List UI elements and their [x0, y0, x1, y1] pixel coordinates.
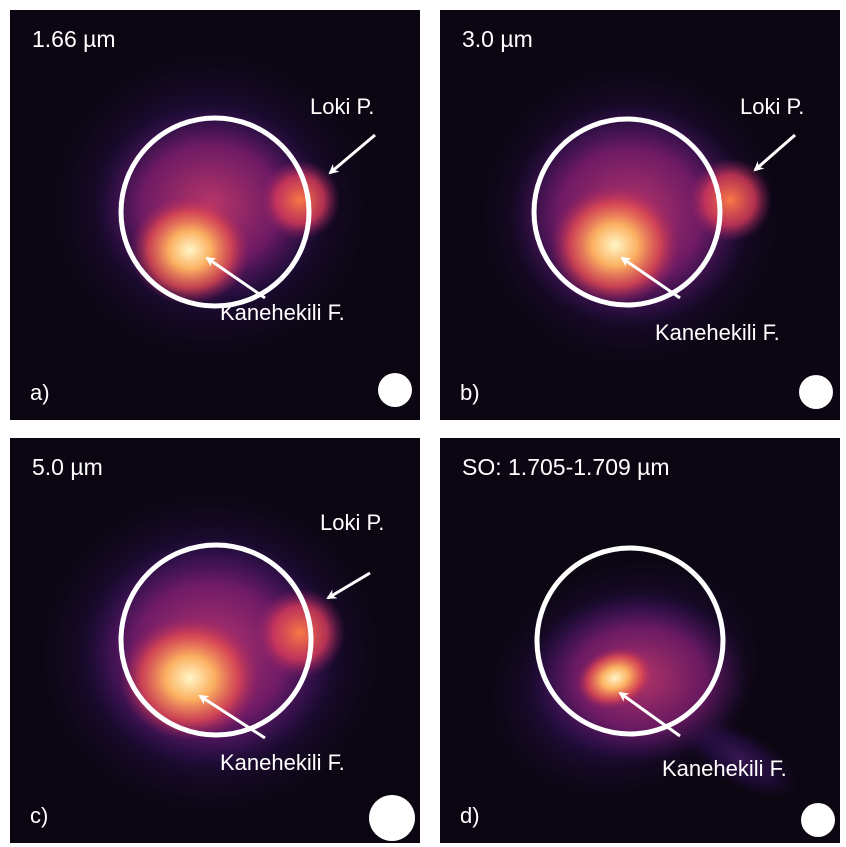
panel-c: 5.0 µm Loki P. Kanehekili F. c): [10, 438, 420, 843]
disk-outline: [534, 545, 726, 737]
wavelength-label: 5.0 µm: [32, 454, 103, 480]
panel-b: 3.0 µm Loki P. Kanehekili F. b): [440, 10, 840, 420]
panel-letter: d): [460, 803, 480, 828]
loki-arrow: [328, 133, 376, 175]
kanehekili-label: Kanehekili F.: [220, 300, 345, 325]
kanehekili-arrow: [205, 256, 266, 300]
loki-label: Loki P.: [740, 94, 805, 119]
wavelength-label: 3.0 µm: [462, 26, 533, 52]
kanehekili-arrow: [198, 694, 266, 740]
panel-d: SO: 1.705-1.709 µm Kanehekili F. d): [440, 438, 840, 843]
panel-a: 1.66 µm Loki P. Kanehekili F. a): [10, 10, 420, 420]
wavelength-label: 1.66 µm: [32, 26, 116, 52]
kanehekili-arrow: [618, 691, 681, 738]
disk-outline: [118, 115, 312, 309]
panel-letter: a): [30, 380, 50, 405]
io-image-b: [440, 10, 840, 420]
beam-size-dot: [378, 373, 412, 407]
io-image-a: [10, 10, 420, 420]
loki-label: Loki P.: [320, 510, 385, 535]
kanehekili-arrow: [620, 256, 681, 300]
io-image-c: [10, 438, 420, 843]
io-image-d: [440, 438, 840, 843]
disk-outline: [118, 542, 314, 738]
beam-size-dot: [369, 795, 415, 841]
kanehekili-label: Kanehekili F.: [655, 320, 780, 345]
loki-arrow: [753, 133, 796, 172]
loki-label: Loki P.: [310, 94, 375, 119]
panel-letter: c): [30, 803, 49, 828]
disk-outline: [531, 116, 723, 308]
loki-arrow: [326, 571, 371, 600]
kanehekili-label: Kanehekili F.: [662, 756, 787, 781]
kanehekili-label: Kanehekili F.: [220, 750, 345, 775]
wavelength-label: SO: 1.705-1.709 µm: [462, 454, 670, 480]
beam-size-dot: [799, 375, 833, 409]
beam-size-dot: [801, 803, 835, 837]
panel-letter: b): [460, 380, 480, 405]
